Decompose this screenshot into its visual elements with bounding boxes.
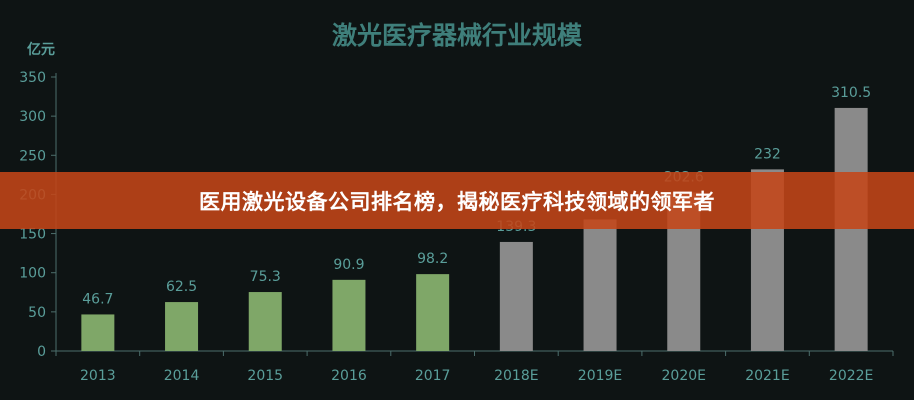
y-tick-label: 100 — [19, 266, 46, 282]
bar — [81, 314, 115, 351]
y-tick-label: 50 — [28, 305, 46, 321]
bar — [583, 219, 617, 351]
data-label: 90.9 — [333, 257, 364, 273]
y-tick-label: 300 — [19, 109, 46, 125]
y-tick-label: 150 — [19, 227, 46, 243]
data-label: 75.3 — [250, 269, 281, 285]
bar — [834, 107, 868, 352]
headline-text: 医用激光设备公司排名榜，揭秘医疗科技领域的领军者 — [199, 189, 715, 214]
bar — [165, 302, 199, 351]
data-label: 46.7 — [82, 291, 113, 307]
y-tick-label: 250 — [19, 148, 46, 164]
headline-banner: 医用激光设备公司排名榜，揭秘医疗科技领域的领军者 — [0, 172, 914, 229]
bar — [248, 292, 282, 351]
bar — [416, 274, 450, 351]
y-tick-label: 350 — [19, 70, 46, 86]
x-tick-label: 2015 — [247, 368, 283, 384]
x-tick-label: 2021E — [745, 368, 789, 384]
x-tick-label: 2014 — [164, 368, 200, 384]
data-label: 310.5 — [831, 85, 871, 101]
y-tick-label: 0 — [37, 344, 46, 360]
x-tick-label: 2018E — [494, 368, 538, 384]
data-label: 62.5 — [166, 279, 197, 295]
y-axis-unit-label: 亿元 — [27, 41, 55, 58]
x-tick-label: 2016 — [331, 368, 367, 384]
bar — [332, 279, 366, 351]
x-tick-label: 2019E — [578, 368, 622, 384]
bar — [499, 241, 533, 351]
x-tick-label: 2013 — [80, 368, 116, 384]
x-tick-label: 2017 — [415, 368, 451, 384]
bars-group — [81, 107, 868, 352]
x-tick-label: 2022E — [829, 368, 873, 384]
chart-title: 激光医疗器械行业规模 — [332, 21, 583, 50]
data-label: 98.2 — [417, 251, 448, 267]
x-tick-label: 2020E — [662, 368, 706, 384]
data-label: 232 — [754, 146, 781, 162]
